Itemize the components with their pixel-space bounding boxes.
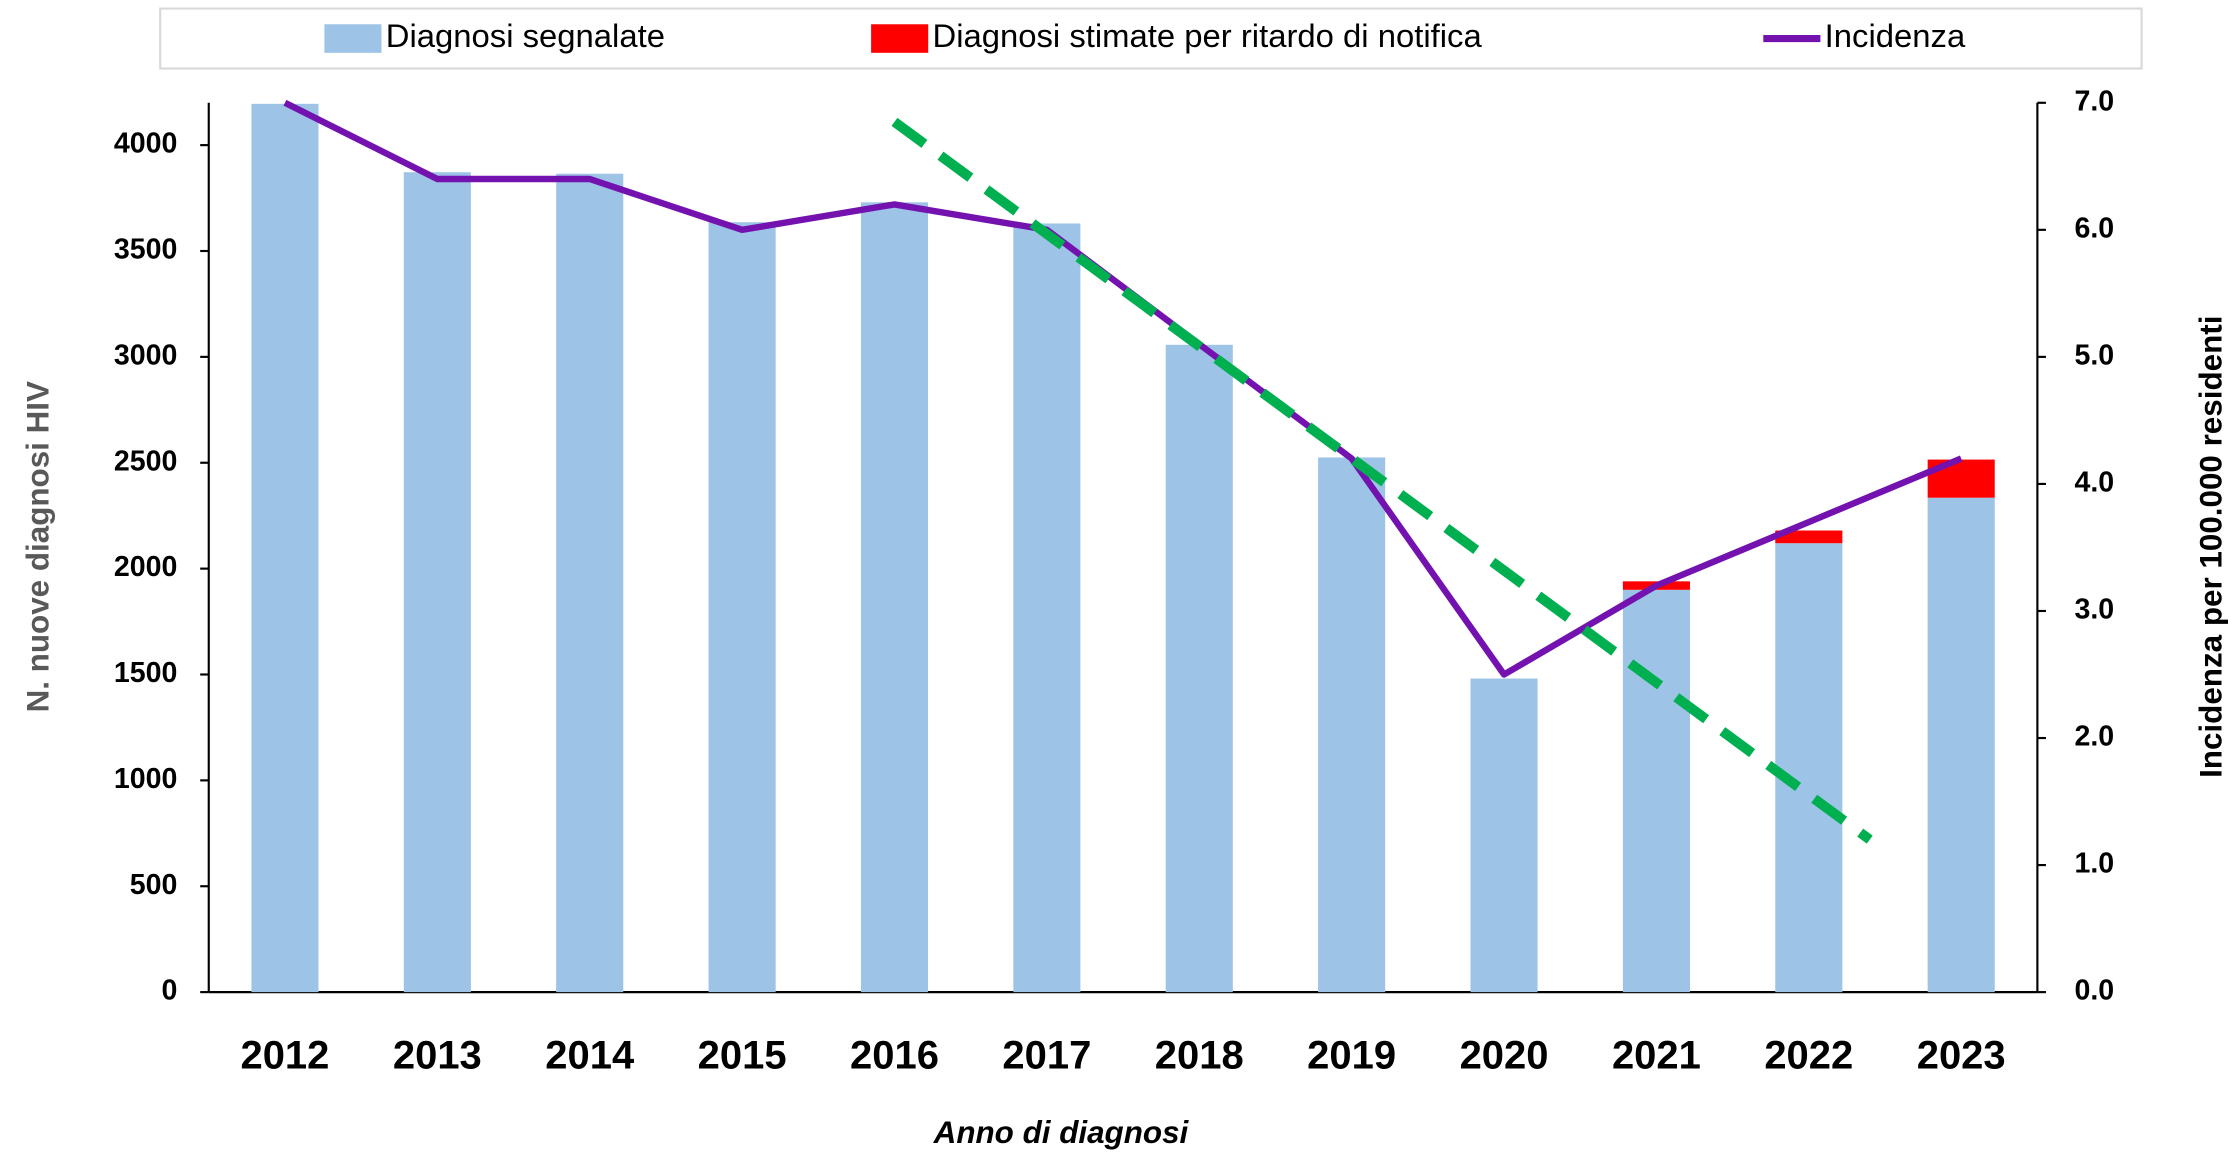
y-tick-label: 3500 xyxy=(114,234,178,266)
y2-tick-label: 5.0 xyxy=(2075,339,2115,371)
y2-tick-label: 1.0 xyxy=(2075,848,2115,880)
bar xyxy=(556,173,624,993)
line-series xyxy=(283,99,1963,678)
y-tick-label: 0 xyxy=(161,975,177,1007)
y-axis-title: N. nuove diagnosi HIV xyxy=(21,381,56,712)
y2-tick-label: 2.0 xyxy=(2075,721,2115,753)
y-tick-label: 3000 xyxy=(114,339,178,371)
legend-label: Diagnosi segnalate xyxy=(386,17,665,54)
bar xyxy=(251,103,319,993)
x-tick-label: 2021 xyxy=(1612,1033,1701,1077)
y2-tick-label: 4.0 xyxy=(2075,466,2115,498)
legend-label: Diagnosi stimate per ritardo di notifica xyxy=(932,17,1482,54)
bar xyxy=(860,202,929,993)
y2-axis-title: Incidenza per 100.000 residenti xyxy=(2193,316,2228,778)
y2-tick-label: 7.0 xyxy=(2075,85,2115,117)
x-tick-label: 2016 xyxy=(850,1033,939,1077)
trend-line xyxy=(891,117,1873,844)
x-tick-label: 2015 xyxy=(698,1033,787,1077)
bar xyxy=(1165,344,1233,993)
y2-tick-label: 0.0 xyxy=(2075,975,2115,1007)
bar xyxy=(1775,530,1843,544)
y2-tick-label: 6.0 xyxy=(2075,212,2115,244)
y-tick-label: 4000 xyxy=(114,128,178,160)
x-axis-title: Anno di diagnosi xyxy=(933,1115,1190,1150)
x-tick-label: 2023 xyxy=(1917,1033,2006,1077)
y-tick-label: 1000 xyxy=(114,763,178,795)
legend-swatch xyxy=(871,24,929,53)
bar xyxy=(1927,497,1995,993)
bar xyxy=(1775,543,1843,993)
bar xyxy=(1622,589,1690,993)
bar xyxy=(1318,457,1386,993)
legend-swatch xyxy=(324,24,382,53)
legend-label: Incidenza xyxy=(1825,17,1966,54)
y-tick-label: 500 xyxy=(130,869,178,901)
x-tick-label: 2012 xyxy=(240,1033,329,1077)
bar xyxy=(403,172,471,993)
x-tick-label: 2020 xyxy=(1460,1033,1549,1077)
x-tick-label: 2013 xyxy=(393,1033,482,1077)
x-tick-label: 2014 xyxy=(545,1033,635,1077)
y-tick-label: 2000 xyxy=(114,551,178,583)
bar xyxy=(1013,223,1081,993)
bar xyxy=(708,222,776,993)
y-tick-label: 1500 xyxy=(114,657,178,689)
x-tick-label: 2018 xyxy=(1155,1033,1244,1077)
x-tick-label: 2017 xyxy=(1002,1033,1091,1077)
y-tick-label: 2500 xyxy=(114,445,178,477)
x-tick-label: 2022 xyxy=(1764,1033,1853,1077)
x-tick-label: 2019 xyxy=(1307,1033,1396,1077)
bar xyxy=(1470,678,1538,993)
y2-tick-label: 3.0 xyxy=(2075,594,2115,626)
